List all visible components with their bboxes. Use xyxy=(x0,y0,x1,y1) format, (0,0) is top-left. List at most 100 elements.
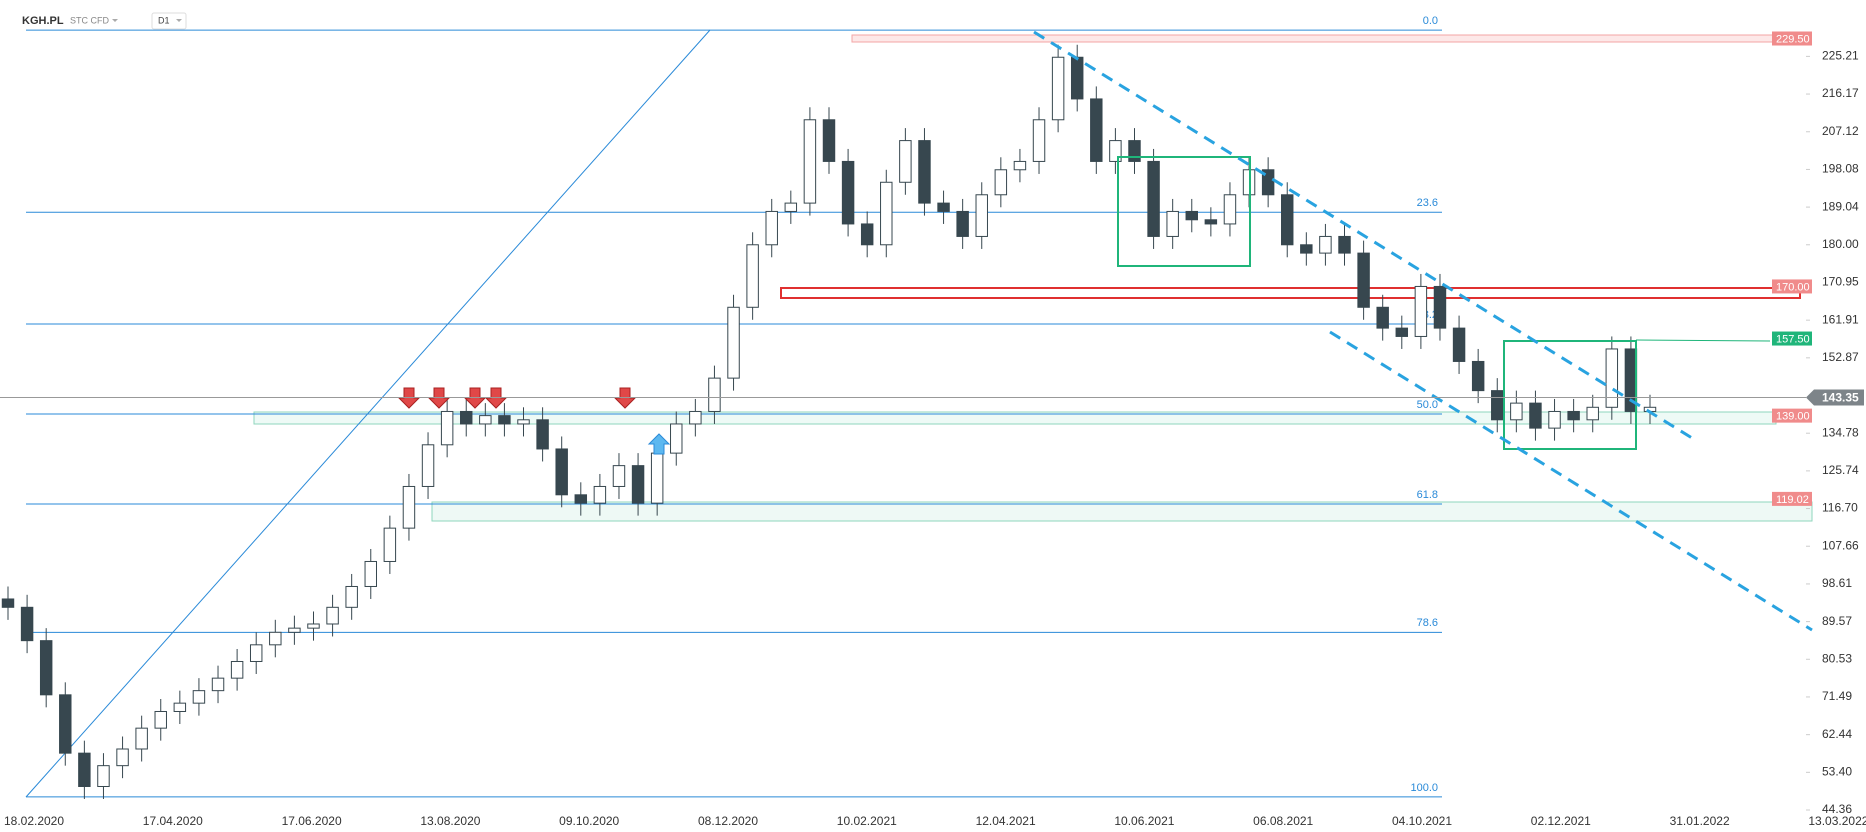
candle-body xyxy=(975,194,988,237)
candle-body xyxy=(1185,210,1198,221)
price-tag-label: 143.35 xyxy=(1822,391,1859,405)
dropdown-icon xyxy=(176,19,182,22)
arrow-down xyxy=(484,387,508,409)
candle-body xyxy=(192,690,206,704)
candle-body xyxy=(97,765,110,787)
candle-body xyxy=(345,585,358,608)
candle-body xyxy=(460,410,473,425)
candle-body xyxy=(593,485,607,504)
candle-body xyxy=(1510,402,1523,421)
range-box xyxy=(1503,340,1637,450)
candle-body xyxy=(1204,219,1218,225)
candle-body xyxy=(1548,410,1561,429)
x-tick-label: 10.02.2021 xyxy=(837,814,897,828)
interval-box[interactable] xyxy=(151,12,187,30)
axes: 44.36 53.40 62.44 71.49 80.53 89.57 98.61 107.6… xyxy=(0,31,1866,828)
candle-body xyxy=(326,606,339,625)
price-tag xyxy=(1772,31,1812,46)
drawings xyxy=(25,29,1813,798)
arrow-down xyxy=(463,387,487,409)
candle-body xyxy=(860,223,874,246)
price-tag xyxy=(1772,279,1812,294)
candle-body xyxy=(708,377,721,412)
candle-body xyxy=(1109,140,1122,162)
arrow-down xyxy=(613,387,637,409)
candle-body xyxy=(631,465,645,504)
y-tick-label: 89.57 xyxy=(1822,614,1852,628)
y-tick-label: 71.49 xyxy=(1822,689,1852,703)
y-tick-label: 98.61 xyxy=(1822,576,1852,590)
candle-body xyxy=(1452,327,1466,362)
fib-label: 23.6 xyxy=(1417,197,1438,209)
candle-body xyxy=(1281,194,1294,246)
candle-body xyxy=(1147,160,1160,237)
candle-body xyxy=(269,631,282,646)
candle-body xyxy=(1491,390,1504,421)
candle-body xyxy=(154,710,167,729)
y-tick-label: 107.66 xyxy=(1822,538,1859,552)
candle-body xyxy=(1300,244,1313,254)
candle-body xyxy=(784,202,798,212)
candle-body xyxy=(1338,235,1351,254)
candle-body xyxy=(1529,402,1542,429)
candle-body xyxy=(1013,160,1027,171)
x-tick-label: 10.06.2021 xyxy=(1114,814,1174,828)
y-tick-label: 225.21 xyxy=(1822,49,1859,63)
candle-body xyxy=(1357,252,1370,308)
toolbar: KGH.PL STC CFD D1 xyxy=(22,12,187,30)
x-tick-label: 18.02.2020 xyxy=(4,814,64,828)
x-tick-label: 17.06.2020 xyxy=(282,814,342,828)
x-tick-label: 17.04.2020 xyxy=(143,814,203,828)
candle-body xyxy=(1605,348,1619,408)
candles xyxy=(1,44,1657,799)
candle-body xyxy=(1261,169,1275,196)
candle-body xyxy=(421,444,435,487)
candle-body xyxy=(78,752,91,787)
candle-body xyxy=(1166,210,1179,237)
candle-body xyxy=(440,410,454,446)
price-tag xyxy=(1772,408,1812,423)
candle-body xyxy=(899,140,912,183)
market: STC CFD xyxy=(70,15,109,25)
x-tick-label: 13.03.2022 xyxy=(1808,814,1866,828)
price-tag-label: 139.00 xyxy=(1776,411,1810,423)
candle-body xyxy=(1395,327,1409,337)
y-tick-label: 161.91 xyxy=(1822,312,1859,326)
candle-body xyxy=(803,119,817,204)
candle-body xyxy=(498,415,511,425)
resistance-zone xyxy=(780,287,1801,299)
y-tick-label: 44.36 xyxy=(1822,802,1852,816)
fib-label: 100.0 xyxy=(1410,782,1438,794)
candle-body xyxy=(116,748,129,767)
candle-body xyxy=(880,181,893,246)
x-tick-label: 04.10.2021 xyxy=(1392,814,1452,828)
x-tick-label: 09.10.2020 xyxy=(559,814,619,828)
fib-label: 50.0 xyxy=(1417,399,1438,411)
price-tag-label: 157.50 xyxy=(1776,333,1810,345)
y-tick-label: 207.12 xyxy=(1822,124,1859,138)
y-tick-label: 170.95 xyxy=(1822,275,1859,289)
price-tag xyxy=(1772,491,1812,506)
sell-arrows xyxy=(397,387,637,409)
candle-body xyxy=(670,423,683,454)
dropdown-icon xyxy=(112,19,118,22)
candle-body xyxy=(211,677,225,692)
interval[interactable]: D1 xyxy=(158,15,170,25)
candle-body xyxy=(1471,360,1485,392)
y-tick-label: 125.74 xyxy=(1822,463,1859,477)
overlays xyxy=(397,30,1813,632)
candle-body xyxy=(20,606,34,642)
arrow-down xyxy=(427,387,451,409)
candle-body xyxy=(841,160,855,225)
candle-body xyxy=(536,419,549,450)
y-tick-label: 198.08 xyxy=(1822,162,1859,176)
candle-body xyxy=(39,640,53,696)
candle-body xyxy=(59,694,72,754)
candle-body xyxy=(1376,306,1389,329)
symbol: KGH.PL xyxy=(22,15,64,27)
y-tick-label: 216.17 xyxy=(1822,86,1859,100)
candle-body xyxy=(937,202,950,212)
candle-body xyxy=(1586,406,1599,421)
